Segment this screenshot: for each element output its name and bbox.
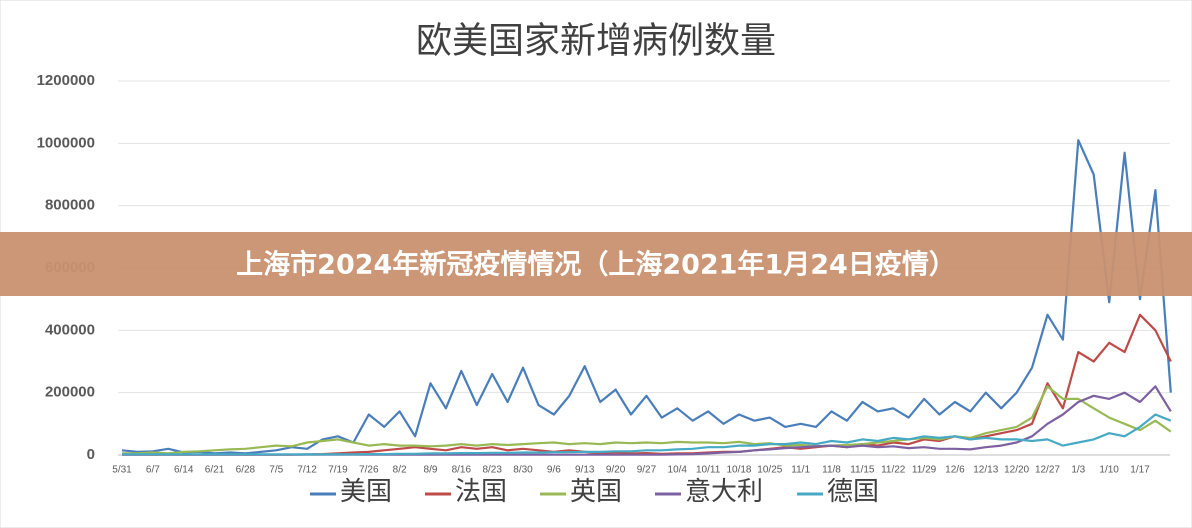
legend-label: 意大利 [685,477,763,506]
x-tick-label: 5/31 [112,465,132,476]
x-tick-label: 11/15 [850,465,875,476]
x-tick-label: 8/16 [452,465,472,476]
chart-title: 欧美国家新增病例数量 [416,20,776,60]
x-tick-label: 8/23 [482,465,502,476]
x-tick-label: 12/13 [973,465,998,476]
x-tick-label: 9/6 [547,465,561,476]
legend-label: 法国 [455,477,507,506]
banner-text: 上海市2024年新冠疫情情况（上海2021年1月24日疫情） [236,249,956,281]
x-tick-label: 11/8 [822,465,841,476]
series-line [121,139,1172,455]
y-tick-label: 200000 [45,384,95,401]
x-tick-label: 11/1 [791,465,810,476]
x-tick-label: 8/2 [393,465,407,476]
x-tick-label: 6/14 [174,465,194,476]
x-tick-label: 8/30 [513,465,533,476]
x-tick-label: 7/12 [297,465,317,476]
x-tick-label: 11/22 [881,465,906,476]
y-tick-label: 400000 [45,321,95,338]
y-tick-label: 1200000 [37,72,95,89]
x-tick-label: 12/27 [1035,465,1060,476]
x-tick-label: 1/17 [1130,465,1150,476]
y-tick-label: 0 [87,446,95,463]
banner-background [0,232,1192,296]
x-tick-label: 8/9 [424,465,438,476]
y-tick-label: 800000 [45,197,95,214]
x-tick-label: 1/10 [1099,465,1119,476]
x-tick-label: 10/25 [757,465,782,476]
legend-label: 德国 [827,477,879,506]
x-tick-label: 6/28 [236,465,256,476]
y-tick-label: 1000000 [37,134,95,151]
series-line [122,413,1172,456]
x-tick-label: 9/13 [575,465,595,476]
x-tick-label: 10/11 [696,465,721,476]
series-line [122,385,1172,455]
legend-label: 英国 [570,477,622,506]
x-tick-label: 6/7 [146,465,160,476]
x-tick-label: 12/20 [1004,465,1029,476]
x-tick-label: 10/4 [668,465,688,476]
x-tick-label: 1/3 [1071,465,1085,476]
x-tick-label: 11/29 [912,465,937,476]
x-tick-label: 10/18 [726,465,751,476]
x-tick-label: 9/20 [606,465,626,476]
x-tick-label: 12/6 [945,465,965,476]
x-tick-label: 7/19 [328,465,348,476]
x-tick-label: 9/27 [637,465,657,476]
x-tick-label: 6/21 [205,465,225,476]
legend-label: 美国 [340,477,392,506]
x-tick-label: 7/26 [359,465,379,476]
x-tick-label: 7/5 [269,465,283,476]
